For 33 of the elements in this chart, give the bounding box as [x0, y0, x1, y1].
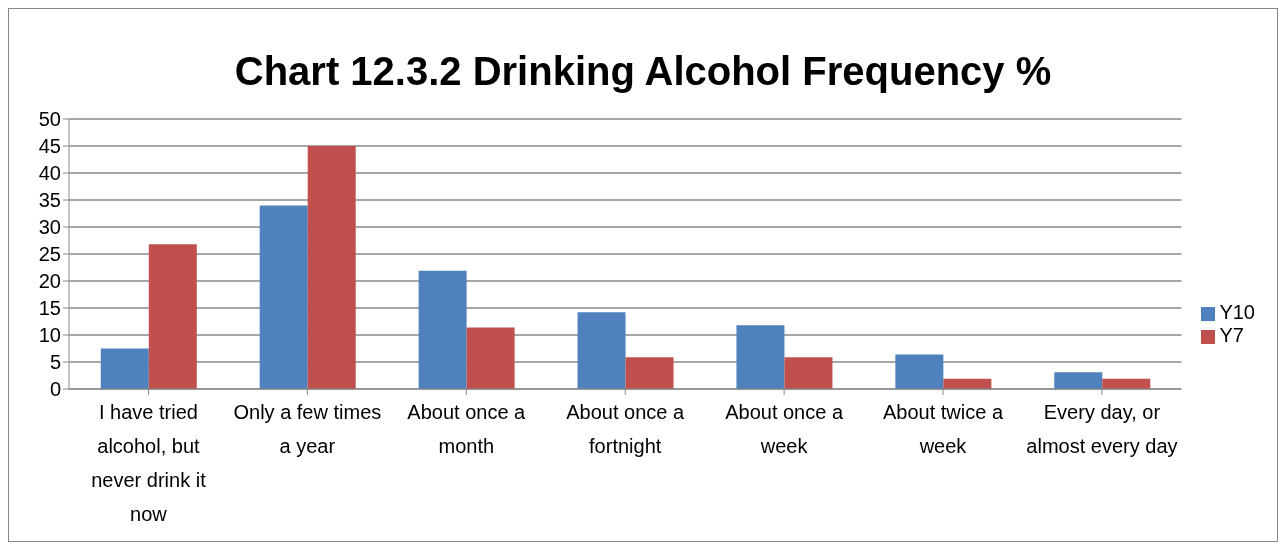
x-tick-label: About twice a week	[882, 401, 1004, 457]
y-tick-label: 25	[38, 243, 61, 266]
y-tick-label: 30	[38, 216, 61, 239]
y-tick-label: 15	[38, 297, 61, 320]
bar	[259, 205, 308, 389]
bar	[466, 327, 515, 389]
legend-label: Y7	[1219, 324, 1244, 346]
bar	[577, 312, 626, 389]
y-tick-label: 40	[38, 162, 61, 185]
bar	[307, 146, 356, 389]
y-tick-label: 20	[38, 270, 61, 293]
x-tick-label: Only a few times a year	[233, 401, 382, 457]
y-tick-label: 5	[49, 351, 61, 374]
y-tick-label: 45	[38, 135, 61, 158]
bar	[1054, 372, 1103, 389]
bar	[418, 270, 467, 389]
x-tick-label: About once a week	[725, 401, 844, 457]
x-tick-label: About once a month	[407, 401, 527, 457]
x-tick-label: Every day, or almost every day	[1026, 401, 1178, 457]
bar	[784, 357, 833, 389]
x-tick-label: About once a fortnight	[566, 401, 686, 457]
y-tick-label: 35	[38, 189, 61, 212]
x-tick-label: I have tried alcohol, but never drink it now	[91, 401, 207, 525]
y-tick-label: 0	[49, 378, 61, 401]
bar	[625, 357, 674, 389]
bar	[148, 244, 197, 389]
bar	[100, 348, 149, 389]
legend-label: Y10	[1219, 301, 1255, 323]
y-tick-label: 10	[38, 324, 61, 347]
bar	[895, 354, 944, 389]
y-tick-label: 50	[38, 108, 61, 131]
bar	[736, 325, 785, 389]
chart-title: Chart 12.3.2 Drinking Alcohol Frequency %	[233, 49, 1053, 95]
